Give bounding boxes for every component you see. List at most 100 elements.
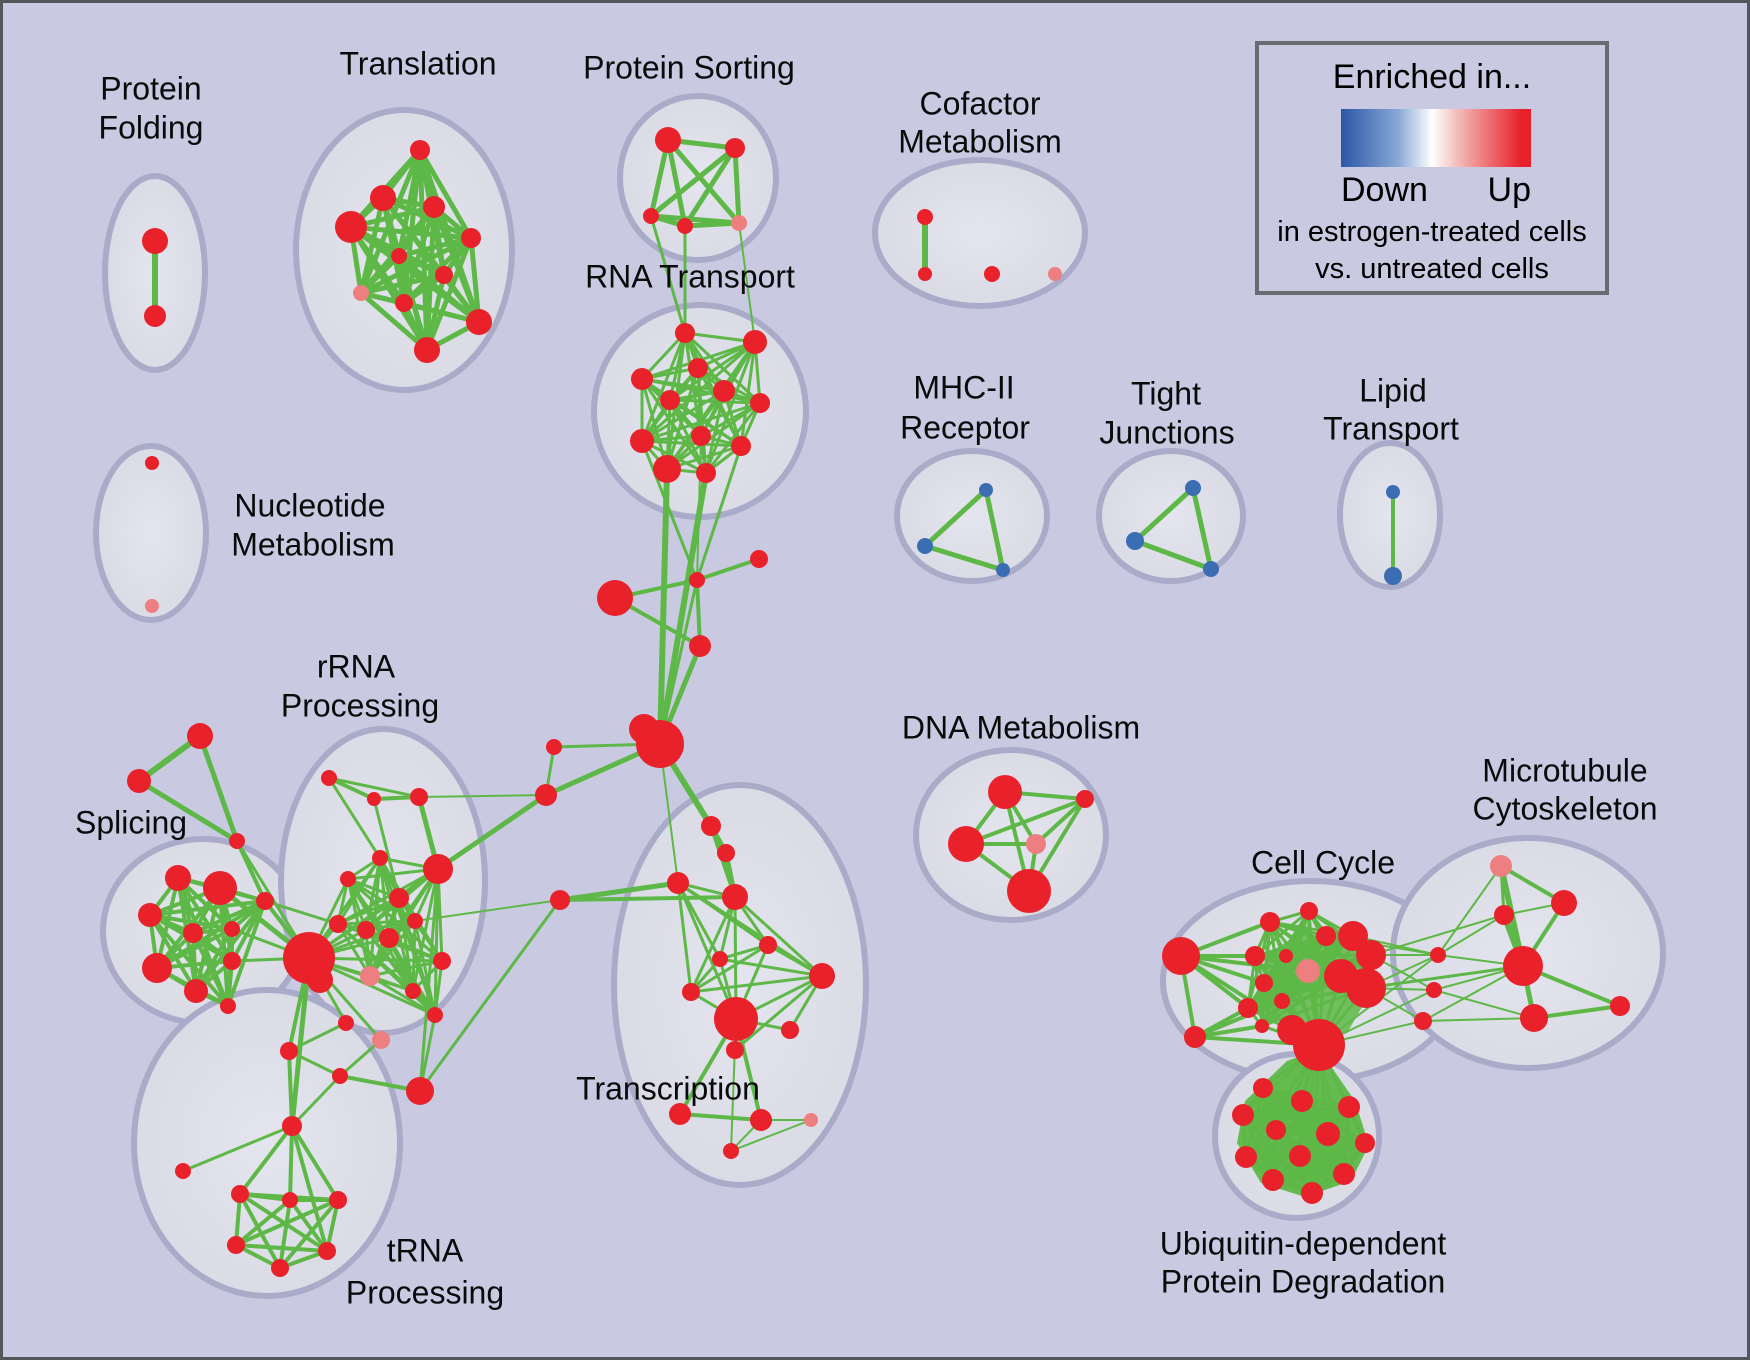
- node-mtj1[interactable]: [1430, 947, 1446, 963]
- node-tc12[interactable]: [804, 1113, 818, 1127]
- node-tc3[interactable]: [667, 872, 689, 894]
- node-rt12[interactable]: [731, 436, 751, 456]
- node-tc6[interactable]: [682, 983, 700, 1001]
- node-rr3[interactable]: [410, 788, 428, 806]
- node-l1[interactable]: [1386, 485, 1400, 499]
- node-tc8[interactable]: [781, 1021, 799, 1039]
- node-tc10[interactable]: [669, 1103, 691, 1125]
- node-m1[interactable]: [979, 483, 993, 497]
- node-cc6[interactable]: [1245, 946, 1265, 966]
- node-c2[interactable]: [918, 267, 932, 281]
- node-tn1[interactable]: [231, 1185, 249, 1203]
- node-sp2[interactable]: [203, 871, 237, 905]
- node-mt4[interactable]: [1610, 996, 1630, 1016]
- node-rr10[interactable]: [407, 913, 423, 929]
- node-tc13[interactable]: [723, 1143, 739, 1159]
- node-s4[interactable]: [677, 218, 693, 234]
- node-ch2[interactable]: [689, 572, 705, 588]
- node-rt9[interactable]: [630, 429, 654, 453]
- node-rrb[interactable]: [423, 854, 453, 884]
- node-m2[interactable]: [917, 538, 933, 554]
- node-rr1[interactable]: [321, 770, 337, 786]
- node-mt2[interactable]: [1494, 905, 1514, 925]
- node-cc5[interactable]: [1356, 940, 1386, 970]
- node-u4[interactable]: [1232, 1104, 1254, 1126]
- node-pf2[interactable]: [144, 305, 166, 327]
- node-tn3[interactable]: [329, 1191, 347, 1209]
- node-c1[interactable]: [917, 209, 933, 225]
- node-d3[interactable]: [948, 826, 984, 862]
- node-u5[interactable]: [1266, 1120, 1286, 1140]
- node-d2[interactable]: [1076, 790, 1094, 808]
- node-sp10[interactable]: [220, 998, 236, 1014]
- node-mtp[interactable]: [1490, 855, 1512, 877]
- node-tn2[interactable]: [282, 1192, 298, 1208]
- node-rt3[interactable]: [688, 358, 708, 378]
- node-hub2[interactable]: [629, 714, 659, 744]
- node-rr15[interactable]: [338, 1015, 354, 1031]
- node-rr2[interactable]: [367, 792, 381, 806]
- node-u2[interactable]: [1291, 1090, 1313, 1112]
- node-cch2[interactable]: [1277, 1015, 1307, 1045]
- node-ccL[interactable]: [1162, 937, 1200, 975]
- node-m3[interactable]: [996, 563, 1010, 577]
- node-tnh[interactable]: [282, 1116, 302, 1136]
- node-rr13[interactable]: [405, 983, 421, 999]
- node-t3[interactable]: [335, 211, 367, 243]
- node-u9[interactable]: [1289, 1145, 1311, 1167]
- node-s2[interactable]: [725, 138, 745, 158]
- node-tcb[interactable]: [722, 884, 748, 910]
- node-rr12[interactable]: [433, 952, 451, 970]
- node-sp4[interactable]: [183, 923, 203, 943]
- node-cc9[interactable]: [1346, 968, 1386, 1008]
- node-tc11[interactable]: [750, 1109, 772, 1131]
- node-rt6[interactable]: [713, 380, 735, 402]
- node-s3[interactable]: [643, 208, 659, 224]
- node-tc2[interactable]: [717, 844, 735, 862]
- node-rt1[interactable]: [675, 323, 695, 343]
- node-ch5[interactable]: [546, 739, 562, 755]
- node-rrh2[interactable]: [307, 967, 333, 993]
- node-rr9[interactable]: [379, 928, 399, 948]
- node-rt11[interactable]: [696, 463, 716, 483]
- node-t6[interactable]: [391, 248, 407, 264]
- node-d4[interactable]: [1026, 834, 1046, 854]
- node-d1[interactable]: [988, 775, 1022, 809]
- node-t4[interactable]: [423, 196, 445, 218]
- node-x3[interactable]: [229, 833, 245, 849]
- node-mtj2[interactable]: [1426, 982, 1442, 998]
- node-sp5[interactable]: [224, 921, 240, 937]
- node-ch1[interactable]: [597, 580, 633, 616]
- node-tj2[interactable]: [1126, 532, 1144, 550]
- node-cc1[interactable]: [1260, 912, 1280, 932]
- node-u11[interactable]: [1333, 1163, 1355, 1185]
- node-rr18[interactable]: [406, 1077, 434, 1105]
- node-ch3[interactable]: [750, 550, 768, 568]
- node-mt3[interactable]: [1520, 1004, 1548, 1032]
- node-u10[interactable]: [1262, 1169, 1284, 1191]
- node-u8[interactable]: [1235, 1146, 1257, 1168]
- node-u1[interactable]: [1253, 1078, 1273, 1098]
- node-cc13[interactable]: [1255, 1019, 1269, 1033]
- node-rt5[interactable]: [660, 390, 680, 410]
- node-bn1[interactable]: [535, 784, 557, 806]
- node-rr11[interactable]: [360, 966, 380, 986]
- node-t7[interactable]: [435, 266, 453, 284]
- node-x1[interactable]: [187, 723, 213, 749]
- node-sp1[interactable]: [165, 865, 191, 891]
- node-rt2[interactable]: [743, 330, 767, 354]
- node-rr4[interactable]: [340, 871, 356, 887]
- node-rt4[interactable]: [631, 368, 653, 390]
- node-tc1[interactable]: [701, 816, 721, 836]
- node-ccL2[interactable]: [1184, 1026, 1206, 1048]
- node-rt7[interactable]: [750, 393, 770, 413]
- node-rr5[interactable]: [372, 850, 388, 866]
- node-t5[interactable]: [461, 228, 481, 248]
- node-tj1[interactable]: [1185, 480, 1201, 496]
- node-c3[interactable]: [984, 266, 1000, 282]
- node-l2[interactable]: [1384, 567, 1402, 585]
- node-rr8[interactable]: [357, 921, 375, 939]
- node-rr19[interactable]: [372, 1031, 390, 1049]
- node-cc3[interactable]: [1316, 926, 1336, 946]
- node-tc7[interactable]: [809, 963, 835, 989]
